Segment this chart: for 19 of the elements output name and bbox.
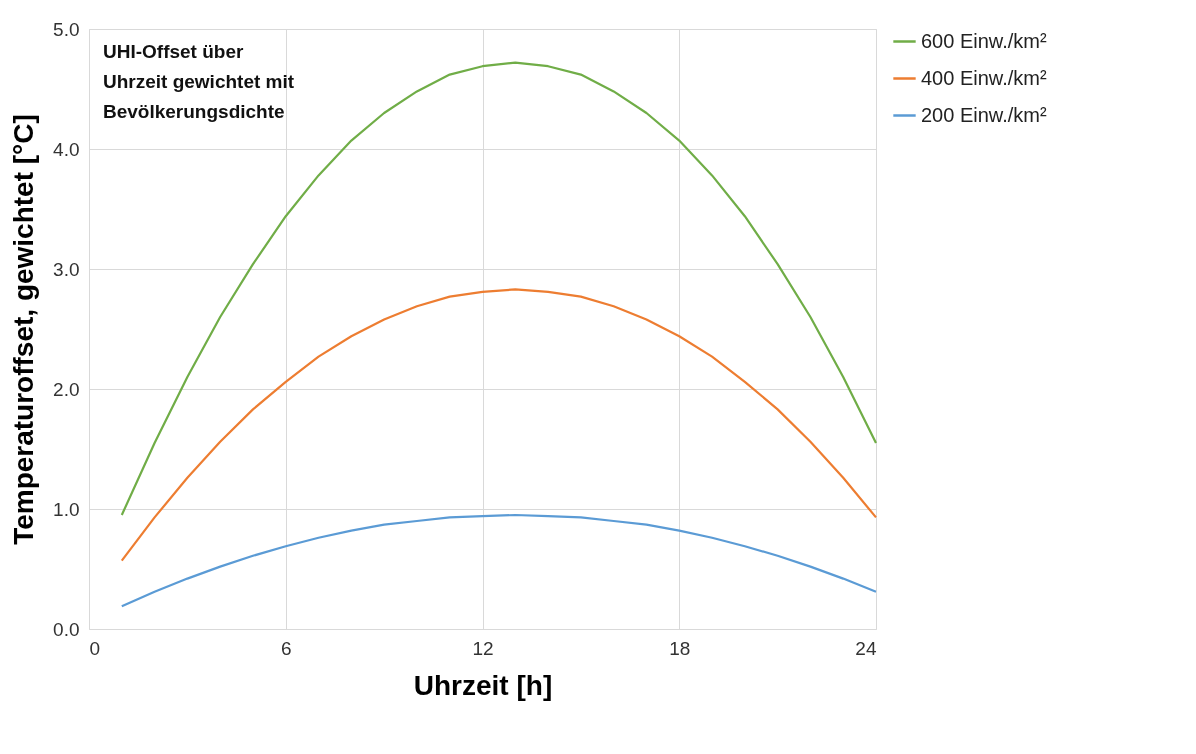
- text: UHI-Offset über Uhrzeit gewichtet mit Bevölkerungsdichte: [103, 41, 295, 122]
- y-tick-label: 0.0: [53, 618, 80, 640]
- x-tick-label: 6: [280, 637, 292, 659]
- legend-label: 600 Einw./km²: [921, 29, 1047, 52]
- y-tick-label: 2.0: [53, 378, 80, 400]
- y-tick-label: 5.0: [53, 18, 80, 40]
- x-tick-label: 12: [472, 637, 494, 659]
- x-axis-title: Uhrzeit [h]: [413, 669, 553, 701]
- x-tick-label: 0: [89, 637, 101, 659]
- y-tick-label: 4.0: [53, 138, 80, 160]
- x-tick-label: 18: [669, 637, 691, 659]
- x-tick-label: 24: [855, 637, 877, 659]
- legend-label: 200 Einw./km²: [921, 103, 1047, 126]
- line-series: [120, 513, 878, 608]
- legend-label: 400 Einw./km²: [921, 66, 1047, 89]
- y-axis-title: Temperaturoffset, gewichtet [°C]: [8, 114, 40, 545]
- y-tick-label: 1.0: [53, 498, 80, 520]
- line-series: [120, 288, 878, 562]
- y-tick-label: 3.0: [53, 258, 80, 280]
